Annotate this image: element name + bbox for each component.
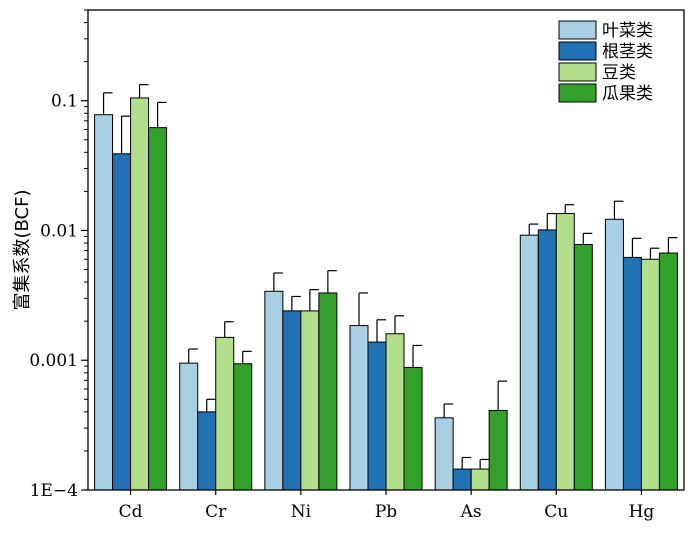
bar-As-series-3 xyxy=(470,468,490,491)
y-tick-label: 1E−4 xyxy=(30,481,78,501)
bar-Ni-series-2 xyxy=(282,310,302,491)
bar-Cr-series-2 xyxy=(197,411,217,491)
bar-Cr-series-1 xyxy=(179,362,199,491)
bar-Cu-series-2 xyxy=(537,229,557,491)
legend-label: 根茎类 xyxy=(602,42,653,62)
bar-Cd-series-2 xyxy=(112,153,132,491)
y-tick-label: 0.1 xyxy=(51,92,78,112)
bar-Cd-series-4 xyxy=(148,127,168,491)
bar-As-series-1 xyxy=(434,417,454,491)
bar-Pb-series-3 xyxy=(385,333,405,491)
legend-swatch xyxy=(558,41,597,61)
legend-label: 叶菜类 xyxy=(602,21,653,41)
bar-Ni-series-4 xyxy=(318,292,338,491)
bar-Hg-series-3 xyxy=(640,258,660,491)
bar-Ni-series-1 xyxy=(264,290,284,491)
bar-Cd-series-3 xyxy=(130,97,150,491)
y-tick-label: 0.01 xyxy=(40,221,78,241)
bar-Hg-series-1 xyxy=(604,218,624,491)
x-tick-label: Pb xyxy=(375,502,397,522)
bar-Hg-series-4 xyxy=(658,252,678,491)
bar-Pb-series-1 xyxy=(349,325,369,491)
legend-swatch xyxy=(558,83,597,103)
legend-label: 瓜果类 xyxy=(602,84,653,104)
error-bars-layer xyxy=(102,84,678,470)
bar-As-series-2 xyxy=(452,468,472,491)
bar-Hg-series-2 xyxy=(622,256,642,491)
bar-Ni-series-3 xyxy=(300,310,320,491)
bar-Pb-series-4 xyxy=(403,366,423,491)
y-axis-label: 富集系数(BCF) xyxy=(12,190,33,311)
legend-swatch xyxy=(558,62,597,82)
bar-Cd-series-1 xyxy=(94,114,114,491)
bar-As-series-4 xyxy=(488,409,508,491)
x-tick-label: Hg xyxy=(629,502,655,522)
legend-swatch xyxy=(558,20,597,40)
x-axis-ticks: Cd Cr Ni Pb As Cu Hg xyxy=(119,490,655,522)
bar-Cr-series-3 xyxy=(215,336,235,491)
x-tick-label: As xyxy=(460,502,482,522)
bar-Cu-series-1 xyxy=(519,234,539,491)
bar-Cu-series-4 xyxy=(573,243,593,491)
y-tick-label: 0.001 xyxy=(29,351,78,371)
bar-Cu-series-3 xyxy=(555,213,575,491)
x-tick-label: Ni xyxy=(291,502,312,522)
x-tick-label: Cr xyxy=(205,502,227,522)
bar-Pb-series-2 xyxy=(367,341,387,491)
y-axis-ticks: 1E−4 0.001 0.01 0.1 xyxy=(29,9,88,501)
bar-Cr-series-4 xyxy=(233,363,253,491)
x-tick-label: Cd xyxy=(119,502,143,522)
legend-label: 豆类 xyxy=(602,63,636,83)
bars-layer xyxy=(94,97,678,491)
x-tick-label: Cu xyxy=(544,502,568,522)
